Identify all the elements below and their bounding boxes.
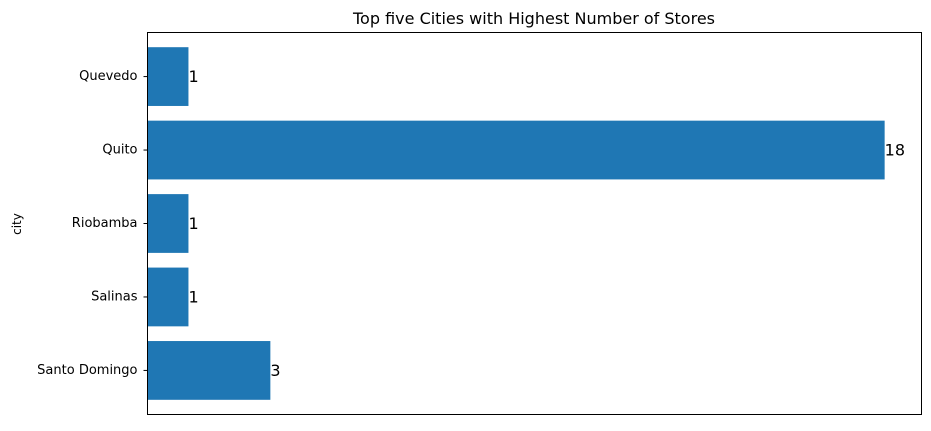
y-axis-ticks: Quevedo Quito Riobamba Salinas Santo Domingo xyxy=(37,69,148,378)
data-label: 1 xyxy=(188,287,198,306)
bars-group xyxy=(147,47,885,400)
y-tick-label: Riobamba xyxy=(72,216,138,231)
y-tick-label: Quevedo xyxy=(79,69,137,84)
data-labels: 1 18 1 1 3 xyxy=(188,67,905,380)
bar-riobamba xyxy=(147,194,189,253)
y-tick-label: Quito xyxy=(102,143,137,158)
chart-title: Top five Cities with Highest Number of S… xyxy=(352,9,715,28)
y-axis-label: city xyxy=(10,213,24,235)
data-label: 1 xyxy=(188,214,198,233)
plot-frame xyxy=(147,32,922,415)
bar-quito xyxy=(147,120,885,180)
bar-quevedo xyxy=(147,47,189,106)
bar-santo-domingo xyxy=(147,341,271,400)
data-label: 3 xyxy=(270,361,280,380)
data-label: 1 xyxy=(188,67,198,86)
y-tick-label: Santo Domingo xyxy=(37,363,137,378)
bar-salinas xyxy=(147,267,189,327)
y-tick-label: Salinas xyxy=(91,289,138,304)
data-label: 18 xyxy=(885,141,905,160)
